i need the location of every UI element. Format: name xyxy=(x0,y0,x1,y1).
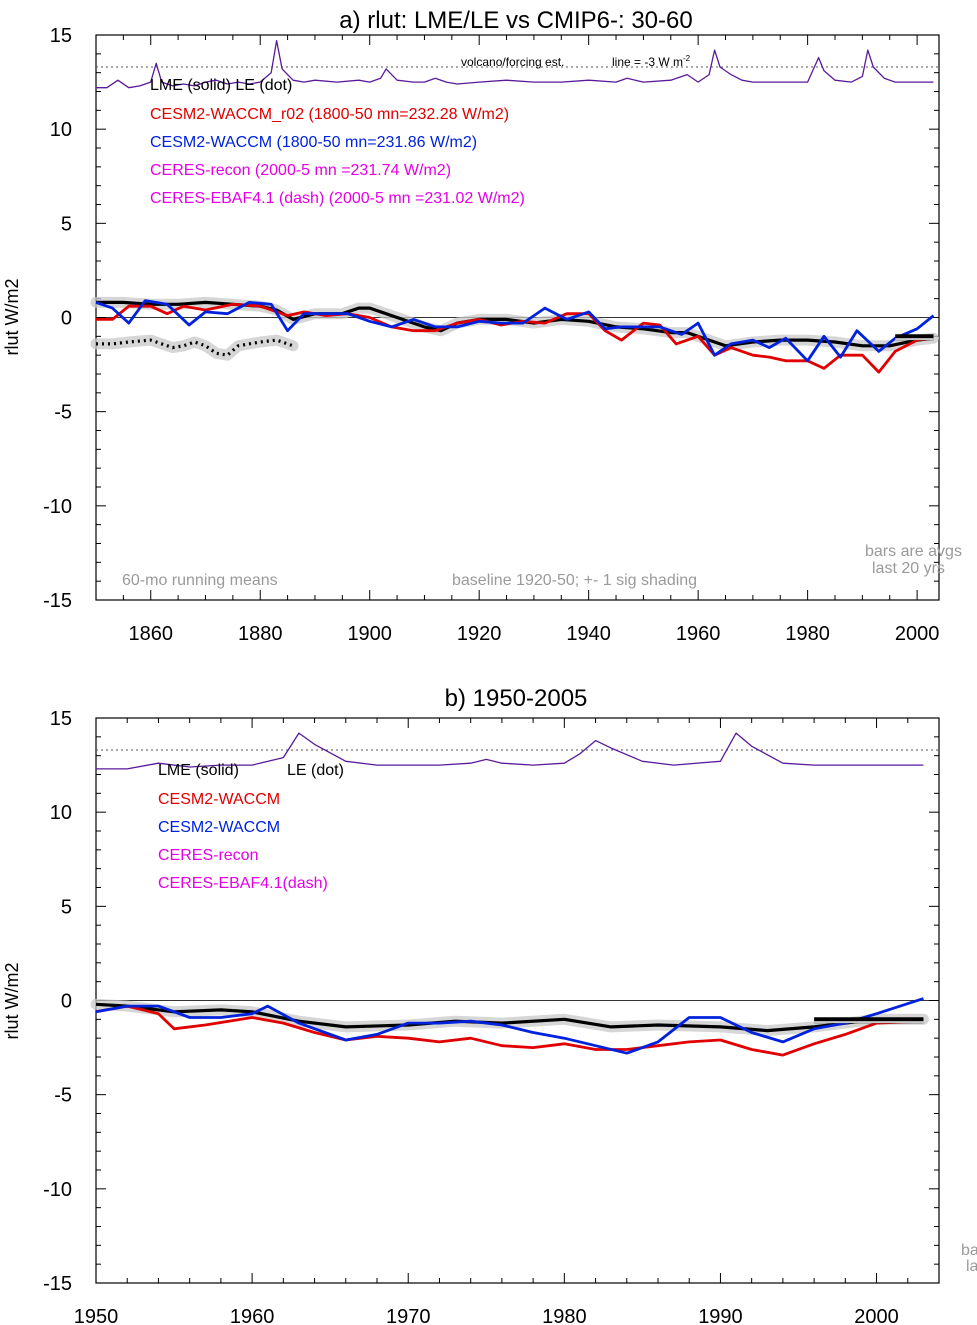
panel-a-note-baseline: baseline 1920-50; +- 1 sig shading xyxy=(452,572,697,589)
series-line-cesm2-waccm-red xyxy=(95,1004,924,1057)
legend-b-cesm2-waccm-blue: CESM2-WACCM xyxy=(158,819,280,836)
x-tick-label: 1940 xyxy=(566,623,611,645)
y-tick-label: 15 xyxy=(50,25,72,47)
panel-b-plot-area xyxy=(90,732,929,1057)
legend-a-ceres-recon: CERES-recon (2000-5 mn =231.74 W/m2) xyxy=(150,162,451,179)
legend-a-cesm2-waccm: CESM2-WACCM (1800-50 mn=231.86 W/m2) xyxy=(150,134,477,151)
x-tick-label: 1880 xyxy=(238,623,283,645)
y-tick-label: -10 xyxy=(43,496,72,518)
y-tick-label: -10 xyxy=(43,1179,72,1201)
y-tick-label: 5 xyxy=(61,213,72,235)
legend-a-ceres-ebaf: CERES-EBAF4.1 (dash) (2000-5 mn =231.02 … xyxy=(150,190,525,207)
series-line-le-dot-dotted-black xyxy=(96,338,294,357)
panel-a-note-bars: bars are avgs xyxy=(865,543,962,560)
panel-a-volcano-label: volcano/forcing est. xyxy=(461,55,564,69)
panel-a-ylabel: rlut W/m2 xyxy=(2,278,22,355)
panel-b-note-last20: la xyxy=(966,1258,977,1275)
y-tick-label: -15 xyxy=(43,590,72,612)
y-tick-label: 0 xyxy=(61,308,72,330)
x-tick-label: 2000 xyxy=(854,1306,899,1325)
y-tick-label: -15 xyxy=(43,1273,72,1295)
panel-b: b) 1950-2005 rlut W/m2 15 10 5 0 -5 -10 -15195… xyxy=(2,685,977,1325)
panel-a-title: a) rlut: LME/LE vs CMIP6-: 30-60 xyxy=(339,7,692,34)
panel-a: a) rlut: LME/LE vs CMIP6-: 30-60 rlut W/… xyxy=(2,7,962,645)
legend-b-le: LE (dot) xyxy=(287,762,344,779)
legend-b-cesm2-waccm-red: CESM2-WACCM xyxy=(158,791,280,808)
panel-a-scale-sup: -2 xyxy=(683,54,691,63)
x-tick-label: 1950 xyxy=(74,1306,119,1325)
y-tick-label: 10 xyxy=(50,119,72,141)
panel-b-note-bars: ba xyxy=(961,1242,977,1259)
y-tick-label: 10 xyxy=(50,802,72,824)
panel-a-tick-labels: 15 10 5 0 -5 -10 -15 1860 1880 1900 1920 1940 1960 19… xyxy=(43,25,939,645)
panel-a-legend: LME (solid) LE (dot) CESM2-WACCM_r02 (18… xyxy=(150,77,525,207)
y-tick-label: -5 xyxy=(54,402,72,424)
y-tick-label: 0 xyxy=(61,991,72,1013)
y-tick-label: -5 xyxy=(54,1085,72,1107)
legend-a-cesm2-waccm-r02: CESM2-WACCM_r02 (1800-50 mn=232.28 W/m2) xyxy=(150,106,509,123)
panel-b-legend: LME (solid) LE (dot) CESM2-WACCM CESM2-W… xyxy=(158,762,344,892)
x-tick-label: 1970 xyxy=(386,1306,431,1325)
legend-b-ceres-ebaf: CERES-EBAF4.1(dash) xyxy=(158,875,328,892)
legend-b-lme: LME (solid) xyxy=(158,762,239,779)
x-tick-label: 1980 xyxy=(542,1306,587,1325)
x-tick-label: 1960 xyxy=(230,1306,275,1325)
panel-b-ylabel: rlut W/m2 xyxy=(2,962,22,1039)
y-tick-label: 15 xyxy=(50,708,72,730)
panel-a-note-running-means: 60-mo running means xyxy=(122,572,278,589)
series-line-volcano-forcing-est-volcano xyxy=(96,732,924,770)
panel-a-note-last20: last 20 yrs xyxy=(872,560,945,577)
series-shading-le-dot xyxy=(90,334,299,361)
y-tick-label: 5 xyxy=(61,896,72,918)
x-tick-label: 1990 xyxy=(698,1306,743,1325)
panel-a-scale-label: line = -3 W m-2 xyxy=(612,54,691,69)
x-tick-label: 1860 xyxy=(128,623,173,645)
panel-a-scale-text: line = -3 W m xyxy=(612,55,683,69)
legend-b-ceres-recon: CERES-recon xyxy=(158,847,258,864)
x-tick-label: 1960 xyxy=(676,623,721,645)
panel-a-axes xyxy=(95,34,940,601)
series-line-cesm2-waccm-blue xyxy=(95,299,935,363)
x-tick-label: 2000 xyxy=(895,623,940,645)
x-tick-label: 1920 xyxy=(457,623,502,645)
x-tick-label: 1980 xyxy=(785,623,830,645)
panel-b-title: b) 1950-2005 xyxy=(445,685,588,712)
series-line-cesm2-waccm-blue xyxy=(95,997,924,1055)
panel-a-plot-area xyxy=(90,39,939,374)
x-tick-label: 1900 xyxy=(347,623,392,645)
series-line-volcano-forcing-est-volcano xyxy=(96,39,934,89)
legend-a-lme-le: LME (solid) LE (dot) xyxy=(150,77,292,94)
